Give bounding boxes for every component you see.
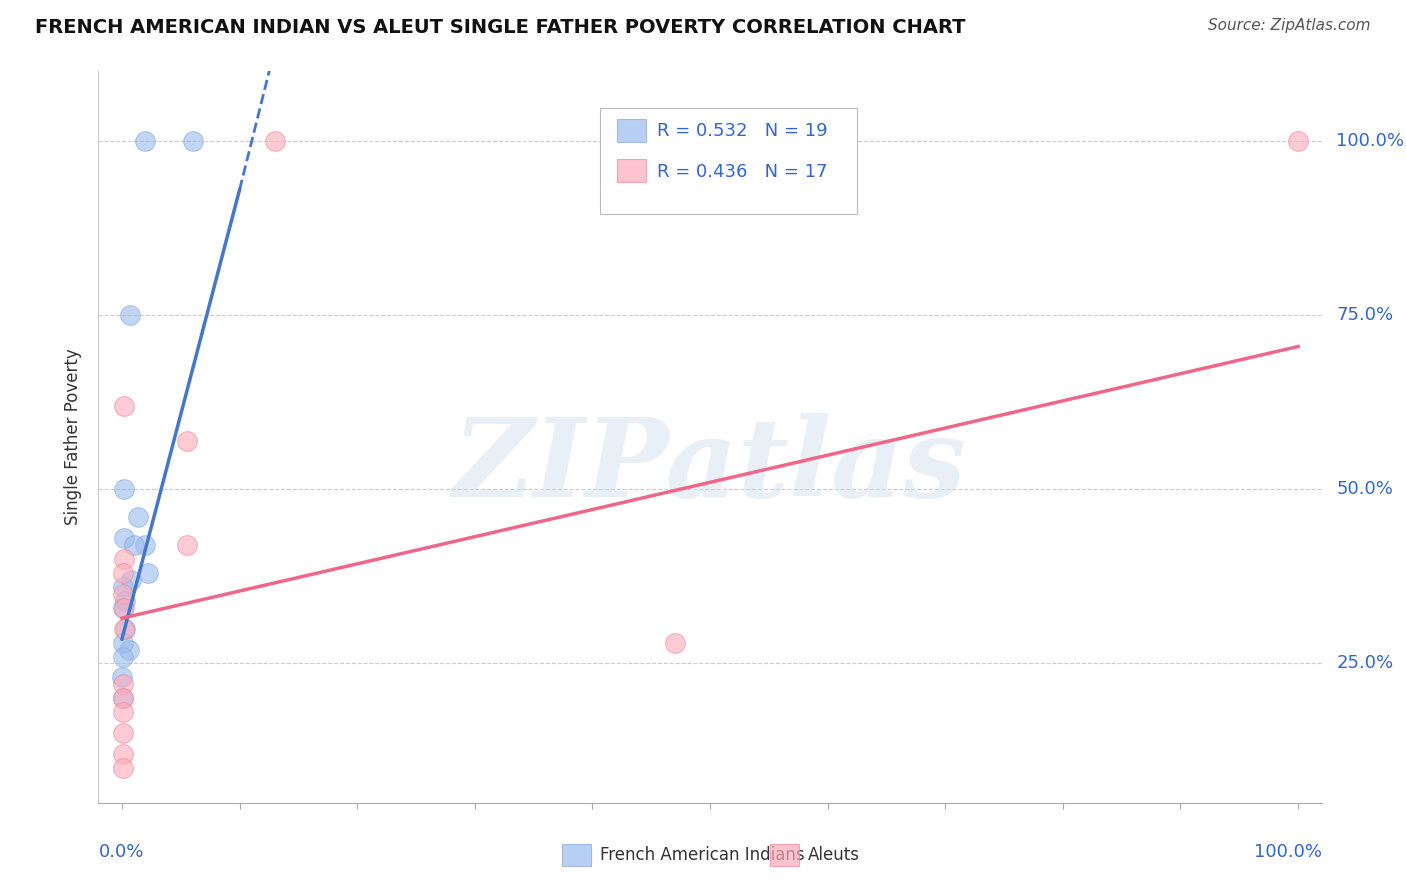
Text: 25.0%: 25.0% xyxy=(1336,655,1393,673)
Point xyxy=(134,538,156,552)
Text: 100.0%: 100.0% xyxy=(1336,132,1405,150)
Point xyxy=(664,635,686,649)
Point xyxy=(263,134,285,148)
Point xyxy=(176,434,198,448)
Point xyxy=(112,761,135,775)
Text: 75.0%: 75.0% xyxy=(1336,306,1393,324)
Point xyxy=(112,552,135,566)
Point xyxy=(112,399,135,413)
Point xyxy=(112,566,135,580)
Text: FRENCH AMERICAN INDIAN VS ALEUT SINGLE FATHER POVERTY CORRELATION CHART: FRENCH AMERICAN INDIAN VS ALEUT SINGLE F… xyxy=(35,18,966,37)
FancyBboxPatch shape xyxy=(770,844,800,866)
FancyBboxPatch shape xyxy=(617,160,647,182)
Point xyxy=(120,308,142,322)
Point xyxy=(181,134,204,148)
Point xyxy=(112,483,135,497)
FancyBboxPatch shape xyxy=(562,844,592,866)
Text: Source: ZipAtlas.com: Source: ZipAtlas.com xyxy=(1208,18,1371,33)
Point xyxy=(136,566,159,580)
Point xyxy=(112,747,135,761)
Point xyxy=(112,580,135,594)
Text: Aleuts: Aleuts xyxy=(808,846,860,863)
Point xyxy=(114,594,136,608)
Text: French American Indians: French American Indians xyxy=(600,846,804,863)
Point xyxy=(112,677,135,691)
Y-axis label: Single Father Poverty: Single Father Poverty xyxy=(65,349,83,525)
FancyBboxPatch shape xyxy=(617,120,647,142)
Text: R = 0.436   N = 17: R = 0.436 N = 17 xyxy=(658,162,828,180)
Point xyxy=(122,538,145,552)
Point xyxy=(112,649,135,664)
Point xyxy=(112,587,135,601)
Point xyxy=(112,726,135,740)
Point xyxy=(112,531,135,545)
Text: ZIPatlas: ZIPatlas xyxy=(453,413,967,520)
Point xyxy=(112,622,135,636)
Point xyxy=(111,670,134,684)
Point xyxy=(120,573,142,587)
FancyBboxPatch shape xyxy=(600,108,856,214)
Point xyxy=(114,622,136,636)
Point xyxy=(118,642,141,657)
Point xyxy=(1286,134,1309,148)
Text: R = 0.532   N = 19: R = 0.532 N = 19 xyxy=(658,122,828,140)
Point xyxy=(176,538,198,552)
Point xyxy=(112,705,135,719)
Point xyxy=(112,600,135,615)
Point xyxy=(112,691,135,706)
Text: 100.0%: 100.0% xyxy=(1254,843,1322,861)
Text: 0.0%: 0.0% xyxy=(98,843,143,861)
Text: 50.0%: 50.0% xyxy=(1336,480,1393,499)
Point xyxy=(134,134,156,148)
Point xyxy=(127,510,149,524)
Point xyxy=(112,691,135,706)
Point xyxy=(112,600,135,615)
Point xyxy=(112,635,135,649)
